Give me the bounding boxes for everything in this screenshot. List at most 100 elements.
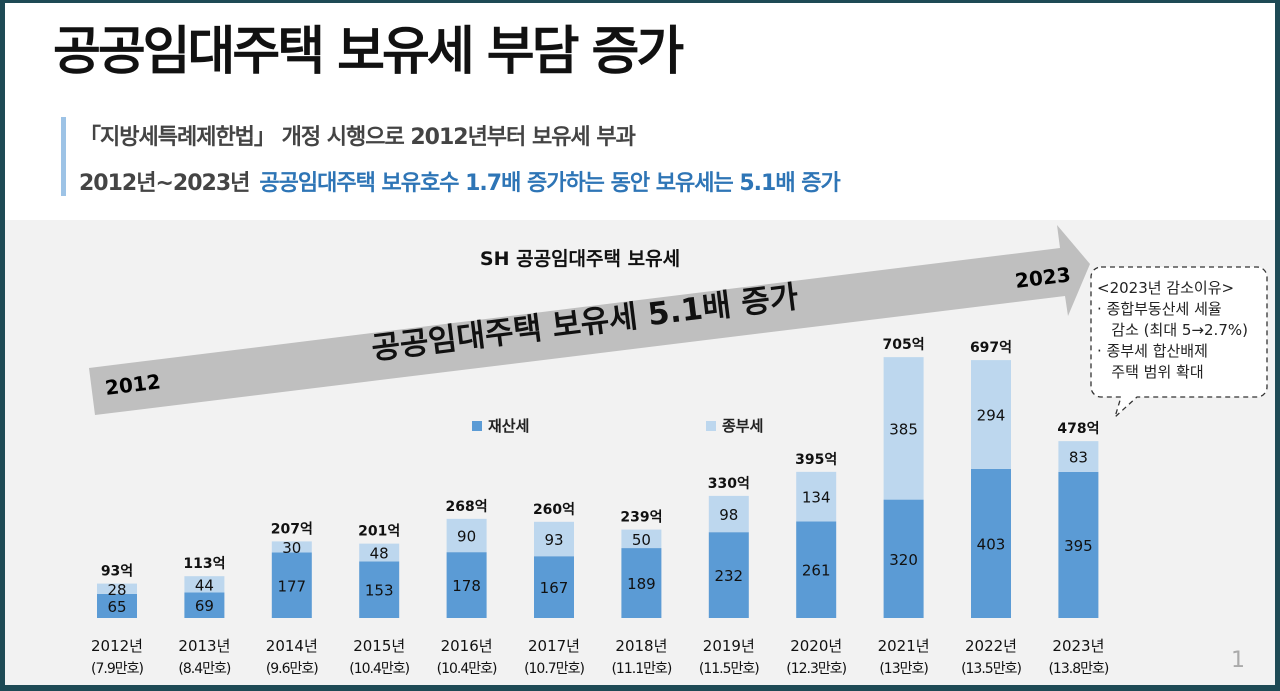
accent-bar — [61, 117, 66, 196]
bar-value-label: 395 — [1064, 537, 1093, 555]
x-tick-label: 2023년 — [1052, 637, 1104, 655]
x-tick-sublabel: (12.3만호) — [786, 661, 846, 677]
total-label: 478억 — [1057, 421, 1099, 437]
callout-line: · 종합부동산세 세율 — [1097, 300, 1222, 318]
x-tick-label: 2017년 — [528, 637, 580, 655]
subtitle-1: 「지방세특례제한법」 개정 시행으로 2012년부터 보유세 부과 — [79, 125, 636, 150]
bar-property-tax — [708, 532, 749, 618]
bar-comprehensive-tax — [883, 357, 924, 500]
page-number: 1 — [1231, 648, 1245, 673]
callout-line: 감소 (최대 5→2.7%) — [1097, 321, 1248, 339]
bar-comprehensive-tax — [796, 471, 837, 522]
x-tick-label: 2014년 — [266, 637, 318, 655]
total-label: 207억 — [271, 521, 313, 537]
bar-value-label: 28 — [107, 581, 126, 599]
total-label: 705억 — [883, 337, 925, 353]
bar-value-label: 167 — [540, 579, 569, 597]
x-tick-label: 2018년 — [615, 637, 667, 655]
x-tick-sublabel: (11.5만호) — [699, 661, 759, 677]
total-label: 697억 — [970, 340, 1012, 356]
total-label: 239억 — [620, 510, 662, 526]
total-label: 330억 — [708, 476, 750, 492]
bar-property-tax — [184, 592, 225, 618]
bar-property-tax — [883, 499, 924, 618]
growth-arrow — [89, 225, 1090, 415]
x-tick-sublabel: (11.1만호) — [611, 661, 671, 677]
total-label: 93억 — [101, 564, 133, 580]
bar-value-label: 385 — [889, 420, 918, 438]
callout-line: · 종부세 합산배제 — [1097, 342, 1208, 360]
x-tick-sublabel: (8.4만호) — [178, 661, 230, 677]
total-label: 201억 — [358, 524, 400, 540]
x-tick-sublabel: (7.9만호) — [91, 661, 143, 677]
callout-bubble — [1090, 266, 1268, 420]
page-title: 공공임대주택 보유세 부담 증가 — [53, 22, 684, 82]
x-tick-sublabel: (13.8만호) — [1048, 661, 1108, 677]
bar-value-label: 178 — [452, 577, 481, 595]
bar-value-label: 98 — [719, 506, 738, 524]
bar-value-label: 93 — [544, 531, 563, 549]
slide: 공공임대주택 보유세 부담 증가 「지방세특례제한법」 개정 시행으로 2012… — [5, 3, 1275, 685]
bar-comprehensive-tax — [534, 521, 574, 557]
x-tick-label: 2020년 — [790, 637, 842, 655]
bar-value-label: 403 — [977, 535, 1006, 553]
bar-value-label: 189 — [627, 575, 656, 593]
x-tick-sublabel: (13.5만호) — [961, 661, 1021, 677]
legend-label-property-tax: 재산세 — [488, 417, 529, 435]
bar-comprehensive-tax — [971, 360, 1011, 469]
bar-property-tax — [1058, 471, 1099, 618]
bar-value-label: 83 — [1069, 448, 1088, 466]
bar-comprehensive-tax — [1058, 441, 1099, 472]
x-tick-label: 2021년 — [878, 637, 930, 655]
x-tick-label: 2012년 — [91, 637, 143, 655]
bar-comprehensive-tax — [271, 541, 312, 553]
callout-line: <2023년 감소이유> — [1097, 279, 1234, 297]
bar-property-tax — [359, 561, 400, 618]
bar-property-tax — [446, 552, 487, 618]
chart-title: SH 공공임대주택 보유세 — [480, 248, 680, 270]
x-tick-label: 2013년 — [178, 637, 230, 655]
total-label: 268억 — [446, 499, 488, 515]
legend-label-comprehensive-tax: 종부세 — [722, 417, 763, 435]
bar-property-tax — [796, 521, 837, 618]
x-tick-sublabel: (10.7만호) — [524, 661, 584, 677]
x-tick-label: 2019년 — [703, 637, 755, 655]
bar-comprehensive-tax — [708, 495, 749, 533]
bar-comprehensive-tax — [97, 583, 137, 594]
bar-value-label: 48 — [370, 545, 389, 563]
bar-comprehensive-tax — [621, 529, 662, 549]
x-tick-label: 2015년 — [353, 637, 405, 655]
subtitle-2: 2012년~2023년 공공임대주택 보유호수 1.7배 증가하는 동안 보유세는… — [79, 165, 841, 197]
callout-line: 주택 범위 확대 — [1097, 363, 1204, 381]
legend-swatch-property-tax — [472, 421, 482, 431]
bar-value-label: 232 — [714, 567, 743, 585]
total-label: 113억 — [183, 556, 225, 572]
legend-swatch-comprehensive-tax — [706, 421, 716, 431]
chart: 2012 2023 공공임대주택 보유세 5.1배 증가 SH 공공임대주택 보… — [89, 225, 1268, 677]
bar-value-label: 30 — [282, 539, 301, 557]
bar-value-label: 134 — [802, 489, 831, 507]
total-label: 395억 — [795, 452, 837, 468]
bar-value-label: 261 — [802, 562, 831, 580]
x-tick-sublabel: (13만호) — [879, 661, 928, 677]
total-label: 260억 — [533, 502, 575, 518]
bar-property-tax — [534, 556, 574, 618]
bar-comprehensive-tax — [446, 518, 487, 553]
bar-value-label: 153 — [365, 582, 394, 600]
bar-value-label: 90 — [457, 527, 476, 545]
bar-value-label: 177 — [277, 577, 306, 595]
x-tick-label: 2022년 — [965, 637, 1017, 655]
x-tick-sublabel: (10.4만호) — [349, 661, 409, 677]
x-tick-sublabel: (9.6만호) — [266, 661, 318, 677]
callout-text: <2023년 감소이유> · 종합부동산세 세율 감소 (최대 5→2.7%) · … — [1097, 279, 1248, 381]
bar-value-label: 65 — [107, 598, 126, 616]
bar-value-label: 294 — [977, 407, 1006, 425]
bar-value-label: 320 — [889, 551, 918, 569]
x-tick-sublabel: (10.4만호) — [437, 661, 497, 677]
bar-value-label: 69 — [195, 597, 214, 615]
bar-comprehensive-tax — [184, 576, 225, 593]
subtitle-2-prefix: 2012년~2023년 — [79, 171, 250, 196]
bar-property-tax — [621, 548, 662, 618]
subtitle-2-highlight: 공공임대주택 보유호수 1.7배 증가하는 동안 보유세는 5.1배 증가 — [259, 171, 840, 196]
